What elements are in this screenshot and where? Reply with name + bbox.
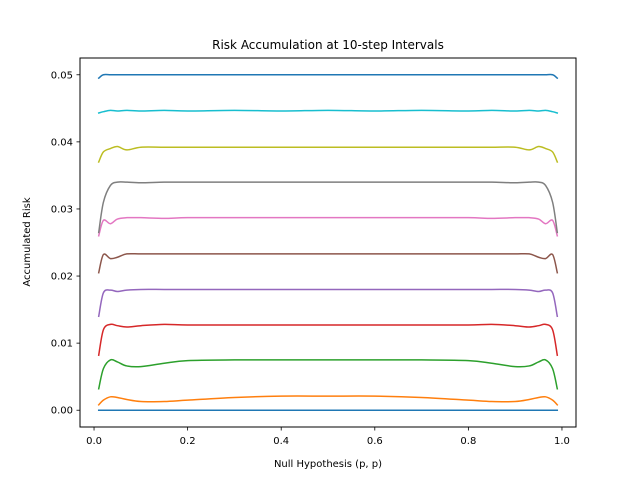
chart-title: Risk Accumulation at 10-step Intervals — [212, 38, 444, 52]
y-tick-label: 0.05 — [51, 70, 73, 81]
x-tick-label: 0.2 — [180, 436, 196, 447]
series-line-9 — [97, 109, 559, 114]
y-tick-label: 0.01 — [51, 339, 73, 350]
y-tick-label: 0.02 — [51, 272, 73, 283]
series-line-3 — [97, 323, 559, 357]
x-tick-label: 0.8 — [460, 436, 476, 447]
x-axis-title: Null Hypothesis (p, p) — [274, 459, 382, 470]
x-tick-label: 0.4 — [273, 436, 289, 447]
series-line-8 — [97, 145, 559, 163]
x-tick-label: 1.0 — [554, 436, 570, 447]
series-line-6 — [97, 216, 559, 237]
series-line-7 — [97, 181, 559, 234]
y-tick-label: 0.00 — [51, 406, 73, 417]
series-line-2 — [97, 358, 559, 390]
y-axis-ticks: 0.00 0.01 0.02 0.03 0.04 0.05 — [51, 70, 80, 417]
series-line-1 — [97, 395, 559, 406]
y-axis-title: Accumulated Risk — [22, 197, 33, 287]
series-line-4 — [97, 288, 559, 318]
plot-frame — [79, 57, 577, 428]
x-axis-ticks: 0.0 0.2 0.4 0.6 0.8 1.0 — [86, 427, 570, 447]
series-layer — [97, 73, 559, 411]
y-tick-label: 0.04 — [51, 137, 73, 148]
x-tick-label: 0.0 — [86, 436, 102, 447]
series-line-10 — [97, 73, 559, 80]
x-tick-label: 0.6 — [367, 436, 383, 447]
y-tick-label: 0.03 — [51, 204, 73, 215]
series-line-5 — [97, 252, 559, 274]
